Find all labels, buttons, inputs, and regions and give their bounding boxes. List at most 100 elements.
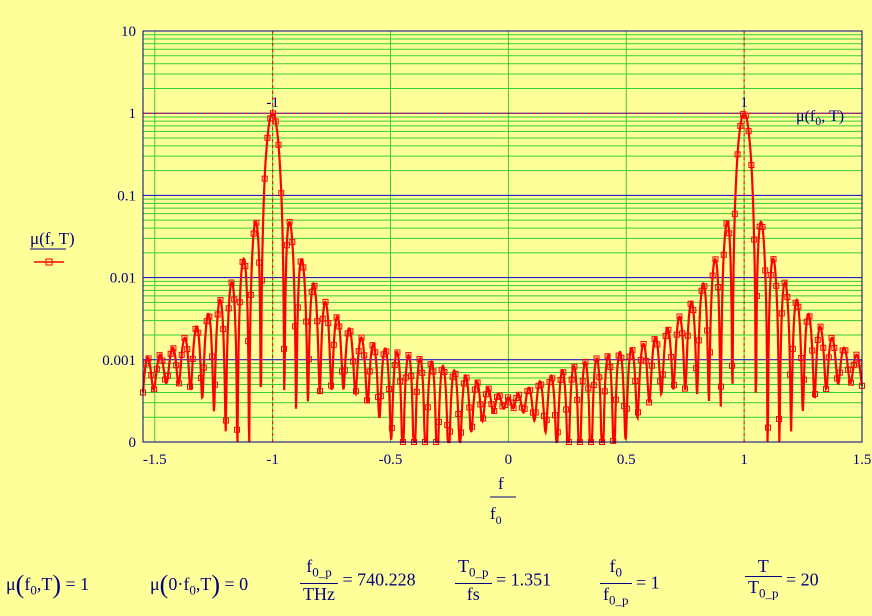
data-point [308, 288, 315, 295]
data-point [253, 219, 260, 226]
data-point [684, 332, 691, 339]
data-point [181, 334, 188, 341]
data-point [391, 362, 398, 369]
data-point [847, 379, 854, 386]
data-point [311, 282, 318, 289]
readout-bar: μ(f0,T) = 1 μ(0·f0,T) = 0 f0_p THz = 740.… [0, 556, 872, 616]
data-point [153, 365, 160, 372]
data-point [809, 347, 816, 354]
data-point [510, 405, 517, 412]
data-point [706, 349, 713, 356]
data-point [469, 423, 476, 430]
data-point [441, 368, 448, 375]
data-point [784, 293, 791, 300]
data-point [394, 349, 401, 356]
data-point [637, 356, 644, 363]
readout-f0-ratio[interactable]: f0 f0_p = 1 [600, 556, 660, 610]
data-point [234, 426, 241, 433]
data-point [607, 363, 614, 370]
x-tick-label: 0 [505, 452, 513, 468]
data-point [325, 320, 332, 327]
data-point [363, 397, 370, 404]
data-point [590, 382, 597, 389]
data-point [444, 422, 451, 429]
data-point [173, 362, 180, 369]
data-point [737, 122, 744, 129]
x-tick-labels: -1.5 -1 -0.5 0 0.5 1 1.5 [143, 452, 871, 468]
data-point [563, 406, 570, 413]
marker-x-label: 1 [740, 95, 748, 111]
data-point [383, 348, 390, 355]
data-point [424, 404, 431, 411]
data-point [397, 378, 404, 385]
x-tick-label: 1 [740, 452, 748, 468]
data-point [654, 341, 661, 348]
x-tick-label: -0.5 [379, 452, 403, 468]
data-point [695, 337, 702, 344]
data-point [471, 386, 478, 393]
data-point [366, 368, 373, 375]
data-point [626, 353, 633, 360]
marker-lines [143, 31, 862, 442]
marker-labels: -1 1 [266, 95, 747, 111]
data-point [336, 323, 343, 330]
data-point [430, 368, 437, 375]
data-point [552, 412, 559, 419]
data-point [189, 355, 196, 362]
readout-t-ratio[interactable]: T T0_p = 20 [745, 556, 819, 604]
data-point [629, 347, 636, 354]
data-point [264, 134, 271, 141]
data-point [521, 405, 528, 412]
data-point [402, 374, 409, 381]
minor-grid [143, 31, 862, 442]
data-point [463, 374, 470, 381]
data-point [668, 354, 675, 361]
data-point [452, 371, 459, 378]
data-point [657, 378, 664, 385]
data-point [646, 399, 653, 406]
data-point [369, 342, 376, 349]
data-point [278, 190, 285, 197]
data-point [178, 351, 185, 358]
data-point [853, 351, 860, 358]
data-point [151, 386, 158, 393]
readout-mu-at-f0[interactable]: μ(f0,T) = 1 [6, 570, 90, 599]
data-point [748, 161, 755, 168]
data-point [314, 318, 321, 325]
data-point [610, 437, 617, 444]
data-point [466, 404, 473, 411]
data-point [845, 366, 852, 373]
data-point [753, 293, 760, 300]
data-point [659, 371, 666, 378]
data-point [303, 318, 310, 325]
data-point [250, 230, 257, 237]
data-point [623, 405, 630, 412]
data-point [330, 341, 337, 348]
data-point [228, 279, 235, 286]
data-point [272, 118, 279, 125]
data-point [787, 371, 794, 378]
data-point [679, 330, 686, 337]
data-point [687, 300, 694, 307]
readout-f0p[interactable]: f0_p THz = 740.228 [300, 556, 416, 604]
data-point [427, 361, 434, 368]
data-point [242, 263, 249, 270]
data-point [764, 424, 771, 431]
data-point [164, 372, 171, 379]
y-tick-label: 0 [129, 435, 137, 451]
readout-t0p[interactable]: T0_p fs = 1.351 [455, 556, 551, 604]
data-point [726, 230, 733, 237]
data-point [195, 329, 202, 336]
data-point [834, 375, 841, 382]
y-tick-label: 1 [129, 106, 137, 122]
readout-mu-at-zero[interactable]: μ(0·f0,T) = 0 [150, 570, 249, 599]
data-point [236, 299, 243, 306]
data-point [419, 369, 426, 376]
data-point [477, 401, 484, 408]
data-point [482, 391, 489, 398]
x-tick-label: -1 [266, 452, 279, 468]
data-point [322, 298, 329, 305]
data-point [480, 415, 487, 422]
